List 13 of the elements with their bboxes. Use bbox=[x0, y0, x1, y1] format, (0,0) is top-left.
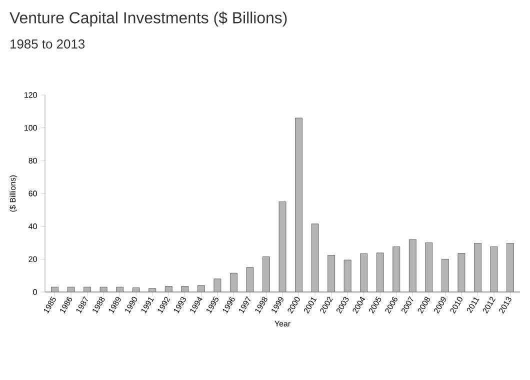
bar bbox=[408, 239, 416, 292]
bar bbox=[425, 242, 433, 292]
bar bbox=[376, 252, 384, 292]
bar bbox=[360, 253, 368, 292]
bar bbox=[295, 118, 302, 292]
chart-subtitle: 1985 to 2013 bbox=[10, 39, 85, 49]
chart-title: Venture Capital Investments ($ Billions) bbox=[10, 11, 287, 27]
bar bbox=[392, 246, 400, 292]
bar bbox=[262, 256, 270, 292]
bar bbox=[474, 243, 482, 292]
bar bbox=[506, 243, 514, 292]
bar bbox=[328, 255, 336, 292]
bar bbox=[441, 258, 449, 292]
